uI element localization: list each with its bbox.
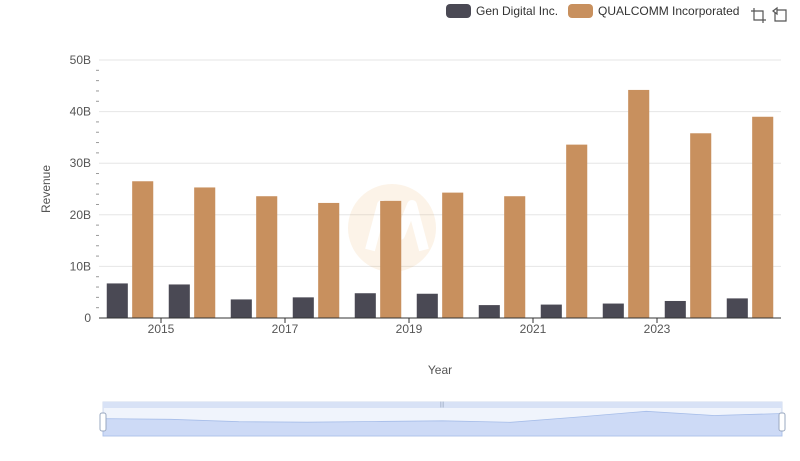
bar-gen-digital-2014[interactable] [106, 283, 128, 318]
y-tick-label: 0 [84, 311, 91, 325]
bar-qualcomm-2016[interactable] [256, 196, 278, 318]
y-tick-label: 10B [70, 259, 91, 273]
bar-qualcomm-2014[interactable] [132, 181, 154, 318]
legend-label: QUALCOMM Incorporated [598, 4, 740, 18]
y-tick-label: 30B [70, 156, 91, 170]
bar-gen-digital-2023[interactable] [664, 300, 686, 318]
zoom-handle-right[interactable] [778, 412, 786, 432]
bar-qualcomm-2019[interactable] [442, 192, 464, 318]
zoom-handle-left[interactable] [99, 412, 107, 432]
x-tick-label: 2021 [520, 322, 547, 336]
bar-qualcomm-2017[interactable] [318, 202, 340, 318]
y-tick-label: 40B [70, 105, 91, 119]
bar-gen-digital-2017[interactable] [292, 297, 314, 318]
zoom-preview-area [102, 410, 783, 437]
legend-item-gen-digital[interactable]: Gen Digital Inc. [446, 4, 558, 18]
x-tick-label: 2017 [272, 322, 299, 336]
zoom-grip-icon[interactable]: ||| [440, 402, 445, 408]
bar-gen-digital-2022[interactable] [602, 303, 624, 318]
bar-gen-digital-2020[interactable] [478, 305, 500, 318]
x-tick-label: 2015 [148, 322, 175, 336]
legend-item-qualcomm[interactable]: QUALCOMM Incorporated [568, 4, 739, 18]
y-tick-label: 20B [70, 208, 91, 222]
y-tick-label: 50B [70, 53, 91, 67]
x-axis-ticks: 2015 2017 2019 2021 2023 [148, 318, 671, 336]
legend: Gen Digital Inc. QUALCOMM Incorporated [446, 4, 749, 18]
bar-gen-digital-2015[interactable] [168, 284, 190, 318]
bar-gen-digital-2018[interactable] [354, 293, 376, 318]
bar-qualcomm-2020[interactable] [504, 196, 526, 318]
y-axis-ticks: 0 10B 20B 30B 40B 50B [70, 53, 99, 325]
zoom-icon[interactable] [750, 6, 768, 24]
legend-label: Gen Digital Inc. [476, 4, 559, 18]
zoom-selection[interactable] [103, 408, 782, 436]
legend-swatch [568, 4, 594, 18]
legend-swatch [446, 4, 471, 18]
bar-gen-digital-2021[interactable] [540, 304, 562, 318]
x-tick-label: 2019 [396, 322, 423, 336]
x-axis-label: Year [428, 363, 452, 377]
chart-toolbar [747, 6, 789, 24]
bar-qualcomm-2024[interactable] [752, 116, 774, 318]
bar-qualcomm-2015[interactable] [194, 187, 216, 318]
zoom-top-bar[interactable] [103, 402, 782, 408]
y-axis-label: Revenue [39, 165, 53, 213]
x-tick-label: 2023 [644, 322, 671, 336]
bar-qualcomm-2018[interactable] [380, 200, 402, 318]
data-zoom-slider[interactable]: ||| [99, 401, 786, 437]
bar-qualcomm-2021[interactable] [566, 144, 588, 318]
bar-qualcomm-2023[interactable] [690, 133, 712, 318]
bar-gen-digital-2016[interactable] [230, 299, 252, 318]
restore-icon[interactable] [771, 6, 789, 24]
bars [106, 89, 774, 318]
bar-gen-digital-2019[interactable] [416, 293, 438, 318]
bar-qualcomm-2022[interactable] [628, 89, 650, 318]
bar-gen-digital-2024[interactable] [726, 298, 748, 318]
